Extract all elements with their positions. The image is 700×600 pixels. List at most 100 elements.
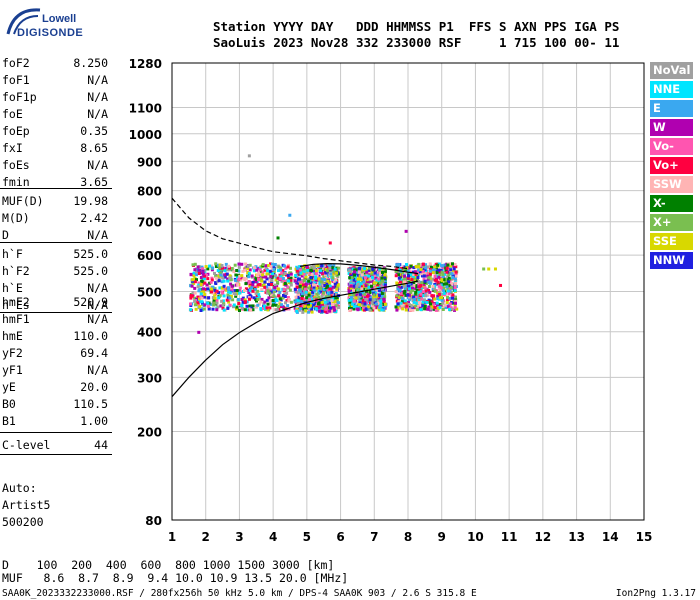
- echo-point: [412, 270, 415, 274]
- param-row: M(D) 2.42: [2, 211, 108, 225]
- param-name: MUF(D): [2, 194, 44, 208]
- echo-point: [287, 263, 290, 267]
- echo-point: [313, 275, 317, 279]
- echo-point: [396, 302, 400, 306]
- echo-point: [206, 287, 210, 291]
- echo-point: [302, 272, 306, 276]
- profile-curves: [171, 197, 419, 398]
- echo-point: [433, 284, 437, 288]
- echo-point: [417, 262, 421, 266]
- echo-point: [450, 281, 454, 285]
- echo-point: [320, 280, 323, 284]
- echo-point: [399, 292, 403, 295]
- echo-point: [263, 304, 267, 308]
- echo-point: [298, 284, 302, 288]
- echo-point: [230, 284, 234, 288]
- echo-point: [304, 293, 308, 297]
- echo-point: [221, 303, 225, 307]
- echo-point: [208, 281, 212, 285]
- echo-point: [304, 275, 308, 279]
- echo-point: [427, 285, 431, 288]
- echo-point: [419, 308, 423, 312]
- echo-point: [337, 306, 340, 310]
- echo-point: [335, 308, 338, 311]
- echo-point: [309, 301, 313, 305]
- echo-point: [241, 269, 245, 273]
- echo-point: [200, 307, 204, 311]
- echo-point: [201, 270, 205, 274]
- echo-point: [196, 265, 200, 269]
- echo-point: [299, 304, 303, 308]
- echo-point: [254, 291, 258, 295]
- echo-point: [421, 304, 425, 308]
- echo-point: [228, 303, 232, 307]
- echo-point: [383, 275, 387, 279]
- echo-point: [351, 267, 355, 271]
- echo-point: [363, 302, 367, 306]
- divider: [0, 188, 112, 189]
- echo-point: [306, 305, 310, 309]
- echo-point: [203, 274, 206, 278]
- echo-point: [240, 274, 244, 278]
- echo-point: [446, 278, 449, 282]
- echo-point: [436, 263, 439, 267]
- param-name: M(D): [2, 211, 30, 225]
- echo-point: [307, 293, 311, 297]
- echo-point: [417, 304, 421, 308]
- param-row: foF1 N/A: [2, 73, 108, 87]
- echo-point: [209, 280, 213, 284]
- x-tick-label: 7: [370, 530, 378, 544]
- echo-point: [380, 276, 384, 280]
- echo-point: [453, 277, 457, 281]
- echo-point: [330, 309, 334, 313]
- echo-point: [397, 295, 401, 299]
- echo-point: [319, 298, 322, 302]
- echo-point: [310, 310, 314, 314]
- echo-point: [332, 298, 336, 302]
- echo-point: [278, 300, 282, 304]
- x-tick-labels: 1 2 3 4 5 6 7 8 9 10 11 12 13 14 15: [168, 530, 653, 544]
- echo-point: [382, 277, 386, 281]
- echo-point: [261, 263, 265, 267]
- echo-point: [318, 282, 322, 286]
- echo-point: [229, 282, 233, 286]
- echo-point: [381, 287, 384, 291]
- echo-point: [309, 268, 313, 272]
- echo-point: [412, 306, 416, 310]
- echo-point: [333, 300, 337, 303]
- echo-point: [423, 307, 427, 311]
- echo-point: [243, 289, 246, 293]
- echo-point: [416, 271, 420, 275]
- echo-point: [422, 298, 426, 302]
- echo-point: [280, 271, 284, 275]
- echo-point: [299, 307, 303, 311]
- echo-point: [203, 303, 207, 307]
- echo-point: [193, 262, 197, 266]
- param-name: hmF1: [2, 312, 30, 326]
- echo-point: [364, 297, 368, 301]
- echo-point: [380, 295, 384, 299]
- echo-point: [212, 301, 216, 305]
- x-tick-label: 6: [336, 530, 344, 544]
- echo-point: [395, 294, 399, 298]
- echo-point: [238, 286, 242, 290]
- echo-point: [411, 306, 415, 310]
- param-row: D N/A: [2, 228, 108, 242]
- echo-point: [257, 278, 260, 281]
- echo-point: [296, 282, 300, 286]
- echo-point: [310, 266, 314, 270]
- legend-item: X+: [650, 214, 693, 231]
- echo-point: [352, 278, 356, 282]
- echo-point: [259, 300, 263, 304]
- echo-point: [207, 307, 211, 311]
- echo-point: [361, 298, 365, 302]
- echo-point: [408, 278, 412, 282]
- echo-point: [263, 285, 267, 289]
- echo-point: [453, 289, 457, 293]
- echo-point: [302, 268, 306, 272]
- echo-point: [261, 275, 265, 279]
- echo-point: [318, 303, 322, 307]
- echo-point: [289, 283, 293, 287]
- echo-point: [359, 282, 363, 286]
- echo-point: [196, 295, 200, 299]
